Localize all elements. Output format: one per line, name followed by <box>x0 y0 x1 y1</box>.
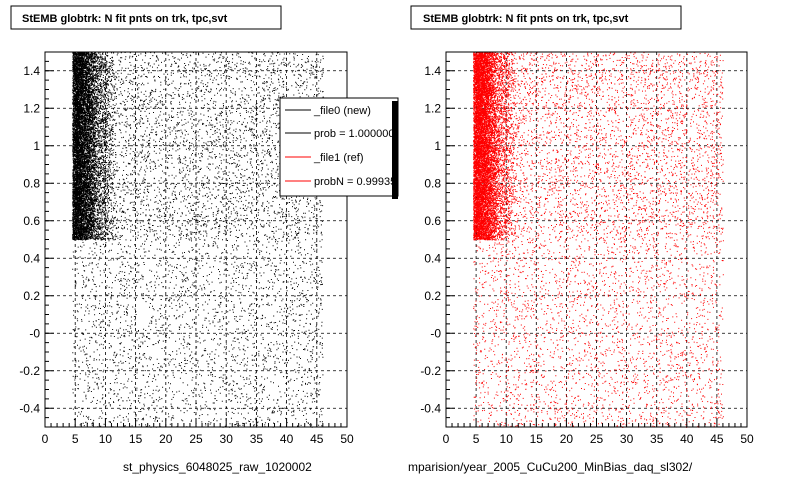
y-tick-label: -0.2 <box>420 364 441 378</box>
y-tick-label: 1.2 <box>23 101 40 115</box>
left-points <box>72 52 324 428</box>
x-tick-label: 15 <box>530 432 544 446</box>
x-tick-label: 50 <box>340 432 354 446</box>
left-x-label: st_physics_6048025_raw_1020002 <box>123 460 312 474</box>
x-tick-label: 35 <box>250 432 264 446</box>
left-axes: 0 5 10 15 20 25 30 35 40 45 50 -0.4 -0.2 -0 0.2 0.4 0.6 0… <box>19 51 354 446</box>
y-tick-label: 0.2 <box>23 289 40 303</box>
y-tick-label: 0.8 <box>424 176 441 190</box>
x-tick-label: 25 <box>189 432 203 446</box>
legend: _file0 (new) prob = 1.000000 _file1 (ref… <box>279 97 399 199</box>
right-axes: 0 5 10 15 20 25 30 35 40 45 50 -0.4 -0.2 -0 0.2 0.4 0.6 0… <box>420 51 754 446</box>
x-tick-label: 5 <box>72 432 79 446</box>
x-tick-label: 35 <box>650 432 664 446</box>
legend-shadow <box>392 101 398 199</box>
y-tick-label: 1 <box>434 139 441 153</box>
y-tick-label: 0.4 <box>23 251 40 265</box>
y-tick-label: 1.4 <box>424 64 441 78</box>
x-tick-label: 0 <box>42 432 49 446</box>
x-tick-label: 15 <box>129 432 143 446</box>
y-tick-label: 1 <box>33 139 40 153</box>
scatter-points <box>72 52 324 428</box>
y-tick-label: -0.4 <box>420 401 441 415</box>
x-tick-label: 30 <box>220 432 234 446</box>
y-tick-label: 1.4 <box>23 64 40 78</box>
x-tick-label: 10 <box>99 432 113 446</box>
y-tick-label: -0 <box>430 326 441 340</box>
right-panel: StEMB globtrk: N fit pnts on trk, tpc,sv… <box>408 5 754 474</box>
right-points <box>473 52 724 428</box>
right-title-box <box>410 5 682 30</box>
y-tick-label: 0.2 <box>424 289 441 303</box>
x-tick-label: 40 <box>280 432 294 446</box>
legend-label-prob: prob = 1.000000 <box>314 128 394 140</box>
left-title-box <box>10 5 282 30</box>
y-tick-label: 0.8 <box>23 176 40 190</box>
x-tick-label: 5 <box>473 432 480 446</box>
y-tick-label: 0.6 <box>424 214 441 228</box>
left-title: StEMB globtrk: N fit pnts on trk, tpc,sv… <box>22 13 228 25</box>
left-panel: StEMB globtrk: N fit pnts on trk, tpc,sv… <box>10 5 399 474</box>
x-tick-label: 20 <box>560 432 574 446</box>
y-tick-label: 0.4 <box>424 251 441 265</box>
legend-label-file0: _file0 (new) <box>313 105 371 117</box>
right-x-label: mparision/year_2005_CuCu200_MinBias_daq_… <box>408 460 693 474</box>
y-tick-label: -0.4 <box>19 401 40 415</box>
y-tick-label: -0 <box>29 326 40 340</box>
scatter-points <box>473 52 724 428</box>
x-tick-label: 50 <box>740 432 754 446</box>
y-tick-label: 1.2 <box>424 101 441 115</box>
legend-box <box>279 97 399 197</box>
legend-label-probn: probN = 0.99935 <box>314 176 396 188</box>
x-tick-label: 45 <box>710 432 724 446</box>
x-tick-label: 10 <box>500 432 514 446</box>
x-tick-label: 0 <box>443 432 450 446</box>
x-tick-label: 20 <box>159 432 173 446</box>
legend-label-file1: _file1 (ref) <box>313 152 364 164</box>
right-title: StEMB globtrk: N fit pnts on trk, tpc,sv… <box>423 13 629 25</box>
x-tick-label: 25 <box>590 432 604 446</box>
x-tick-label: 45 <box>310 432 324 446</box>
x-tick-label: 40 <box>680 432 694 446</box>
y-tick-label: -0.2 <box>19 364 40 378</box>
x-tick-label: 30 <box>620 432 634 446</box>
y-tick-label: 0.6 <box>23 214 40 228</box>
